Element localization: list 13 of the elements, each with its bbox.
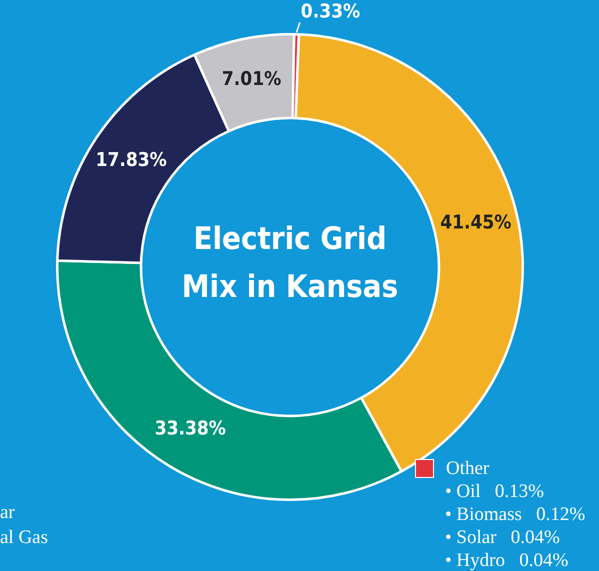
text: • Oil 0.13% <box>445 481 544 503</box>
text: al Gas <box>0 527 48 549</box>
text: ar <box>0 502 15 524</box>
data-label: 33.38% <box>154 418 226 440</box>
text: • Biomass 0.12% <box>445 504 586 526</box>
data-label: 7.01% <box>222 68 282 90</box>
data-label: 41.45% <box>440 211 512 234</box>
text: • Hydro 0.04% <box>445 550 568 571</box>
legend-label: Other <box>446 457 490 480</box>
data-label: 0.33% <box>300 0 360 22</box>
text: • Solar 0.04% <box>445 527 560 549</box>
data-label: 17.83% <box>96 149 167 172</box>
text: Electric Grid Mix in Kansas <box>180 220 400 307</box>
